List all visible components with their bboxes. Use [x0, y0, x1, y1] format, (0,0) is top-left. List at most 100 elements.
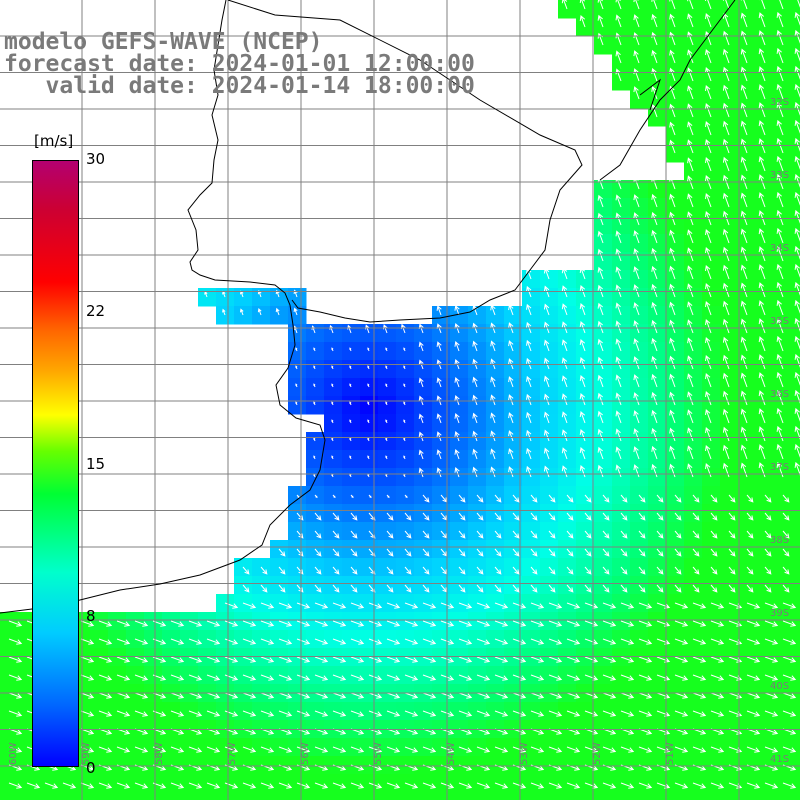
ocean-cell — [612, 360, 631, 379]
wind-arrow — [764, 710, 779, 717]
wind-arrow — [705, 157, 712, 172]
ocean-cell — [288, 342, 307, 361]
wind-arrow — [638, 638, 653, 645]
wind-arrow — [722, 228, 730, 244]
wind-arrow — [764, 584, 772, 593]
wind-arrow — [472, 448, 478, 460]
wind-arrow — [746, 584, 754, 593]
wind-arrow — [332, 494, 336, 499]
wind-arrow — [494, 656, 509, 663]
wind-arrow — [314, 512, 322, 521]
ocean-cell — [594, 360, 613, 379]
wind-arrow — [314, 602, 329, 609]
wind-arrow — [638, 620, 653, 627]
ocean-cell — [576, 288, 595, 307]
ocean-cell — [468, 468, 487, 487]
ocean-cell — [702, 180, 721, 199]
ocean-cell — [774, 468, 793, 487]
wind-arrow — [385, 455, 388, 460]
ocean-cell — [774, 180, 793, 199]
ocean-cell — [666, 468, 685, 487]
ocean-cell — [324, 432, 343, 451]
ocean-cell — [468, 414, 487, 433]
wind-arrow — [794, 29, 800, 44]
ocean-cell — [414, 792, 433, 800]
wind-arrow — [692, 692, 707, 699]
ocean-cell — [468, 432, 487, 451]
wind-arrow — [490, 430, 496, 442]
wind-arrow — [758, 120, 766, 136]
wind-arrow — [566, 656, 581, 663]
ocean-cell — [720, 126, 739, 145]
ocean-cell — [738, 432, 757, 451]
wind-arrow — [794, 335, 800, 350]
wind-arrow — [458, 746, 473, 753]
ocean-cell — [792, 486, 800, 505]
ocean-cell — [594, 792, 613, 800]
wind-arrow — [794, 227, 800, 242]
wind-arrow — [579, 302, 586, 316]
wind-arrow — [674, 548, 682, 557]
wind-arrow — [620, 620, 635, 627]
wind-arrow — [530, 584, 538, 593]
wind-arrow — [314, 620, 329, 627]
wind-arrow — [242, 692, 257, 699]
wind-arrow — [116, 782, 131, 789]
wind-arrow — [295, 383, 298, 388]
ocean-cell — [702, 378, 721, 397]
wind-arrow — [530, 674, 545, 681]
wind-arrow — [404, 656, 419, 663]
ocean-cell — [648, 468, 667, 487]
ocean-cell — [648, 792, 667, 800]
wind-arrow — [490, 448, 496, 460]
ocean-cell — [738, 324, 757, 343]
wind-arrow — [260, 638, 275, 645]
wind-arrow — [526, 375, 532, 388]
ocean-cell — [738, 54, 757, 73]
wind-arrow — [584, 782, 599, 789]
wind-arrow — [722, 462, 730, 478]
ocean-cell — [594, 450, 613, 469]
wind-arrow — [669, 391, 676, 406]
wind-arrow — [692, 530, 700, 539]
ocean-cell — [738, 414, 757, 433]
wind-arrow — [669, 103, 676, 118]
wind-arrow — [458, 566, 466, 575]
ocean-cell — [558, 306, 577, 325]
wind-arrow — [740, 336, 748, 352]
wind-arrow — [494, 782, 509, 789]
wind-arrow — [566, 782, 581, 789]
lon-label: 60W — [8, 742, 19, 765]
ocean-cell — [504, 468, 523, 487]
ocean-cell — [720, 144, 739, 163]
ocean-cell — [702, 0, 721, 19]
ocean-cell — [522, 360, 541, 379]
wind-arrow — [722, 30, 730, 46]
ocean-cell — [756, 288, 775, 307]
wind-arrow — [710, 656, 725, 663]
ocean-cell — [612, 198, 631, 217]
wind-arrow — [782, 674, 797, 681]
wind-arrow — [705, 265, 712, 280]
wind-arrow — [597, 0, 604, 10]
ocean-cell — [234, 792, 253, 800]
wind-arrow — [314, 674, 329, 681]
ocean-cell — [396, 396, 415, 415]
wind-arrow — [656, 584, 664, 593]
lon-label: 59W — [81, 742, 92, 765]
wind-arrow — [669, 373, 676, 388]
ocean-cell — [648, 342, 667, 361]
wind-arrow — [710, 584, 718, 593]
lon-label: 58W — [154, 742, 165, 765]
wind-arrow — [206, 656, 221, 663]
wind-arrow — [350, 746, 365, 753]
wind-arrow — [490, 376, 496, 388]
wind-arrow — [278, 620, 293, 627]
wind-arrow — [404, 566, 412, 575]
wind-arrow — [687, 337, 694, 352]
wind-arrow — [561, 447, 568, 460]
wind-arrow — [476, 674, 491, 681]
ocean-cell — [612, 36, 631, 55]
wind-arrow — [764, 602, 779, 609]
wind-arrow — [794, 407, 800, 422]
